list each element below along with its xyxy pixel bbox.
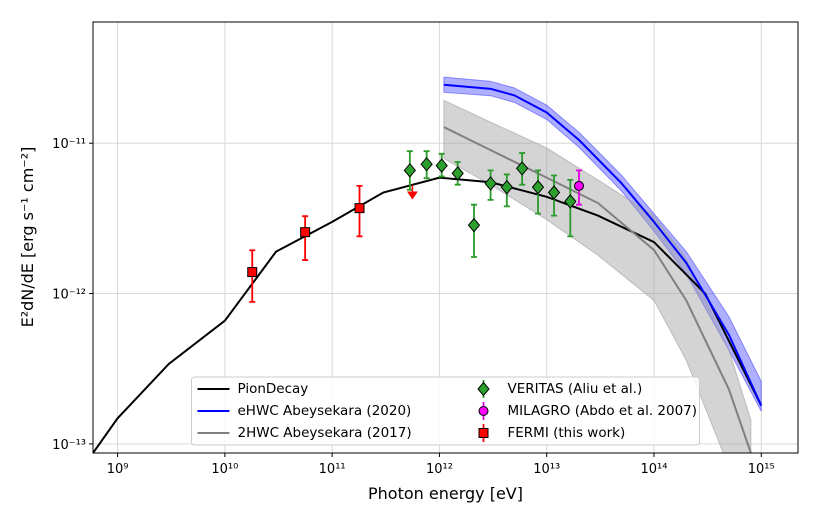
marker — [420, 156, 433, 172]
confidence-band — [443, 99, 752, 453]
marker — [531, 179, 545, 195]
legend-label: VERITAS (Aliu et al.) — [508, 381, 643, 397]
line — [443, 83, 763, 406]
marker — [451, 166, 464, 181]
marker — [547, 185, 561, 200]
x-axis-label: Photon energy [eV] — [368, 484, 523, 503]
marker — [515, 161, 529, 176]
marker — [354, 203, 365, 214]
y-tick-label: 10⁻¹¹ — [52, 137, 86, 152]
line — [443, 126, 752, 453]
legend-box — [191, 376, 700, 446]
legend-label: FERMI (this work) — [508, 425, 626, 441]
confidence-band — [443, 76, 762, 412]
marker — [484, 176, 497, 191]
marker — [564, 194, 577, 209]
marker — [403, 163, 416, 178]
line — [93, 176, 763, 453]
marker — [435, 158, 448, 173]
legend-marker — [478, 406, 489, 416]
x-tick-label: 10¹³ — [533, 462, 560, 477]
x-tick-label: 10¹¹ — [319, 462, 346, 477]
x-tick-label: 10¹² — [426, 462, 453, 477]
legend-label: MILAGRO (Abdo et al. 2007) — [508, 403, 698, 419]
legend-label: PionDecay — [238, 381, 309, 397]
marker — [500, 179, 513, 195]
x-tick-label: 10¹⁰ — [211, 462, 238, 477]
axes-frame — [92, 21, 799, 454]
legend-label: eHWC Abeysekara (2020) — [238, 403, 412, 419]
axes: 10⁹ 10¹⁰ 10¹¹ 10¹² 10¹³ 10¹⁴ 10¹⁵ 10⁻¹³ 10⁻¹² 10⁻… — [52, 137, 775, 477]
marker — [300, 227, 311, 238]
marker — [467, 217, 481, 233]
x-tick-label: 10¹⁵ — [748, 462, 775, 477]
legend: PionDecay eHWC Abeysekara (2020) 2HWC Abey… — [191, 376, 700, 446]
legend-label: 2HWC Abeysekara (2017) — [238, 425, 412, 441]
x-tick-label: 10⁹ — [107, 462, 129, 477]
grid — [93, 22, 798, 453]
marker — [247, 267, 258, 278]
legend-marker — [478, 428, 489, 438]
plot-area — [93, 76, 763, 453]
legend-marker — [477, 381, 490, 397]
x-tick-label: 10¹⁴ — [641, 462, 668, 477]
upper-limit-arrow — [407, 185, 418, 200]
marker — [573, 180, 584, 191]
y-axis-label: E²dN/dE [erg s⁻¹ cm⁻²] — [18, 147, 37, 328]
y-tick-label: 10⁻¹³ — [52, 438, 86, 453]
y-tick-label: 10⁻¹² — [52, 288, 86, 303]
error-bar — [302, 215, 309, 261]
